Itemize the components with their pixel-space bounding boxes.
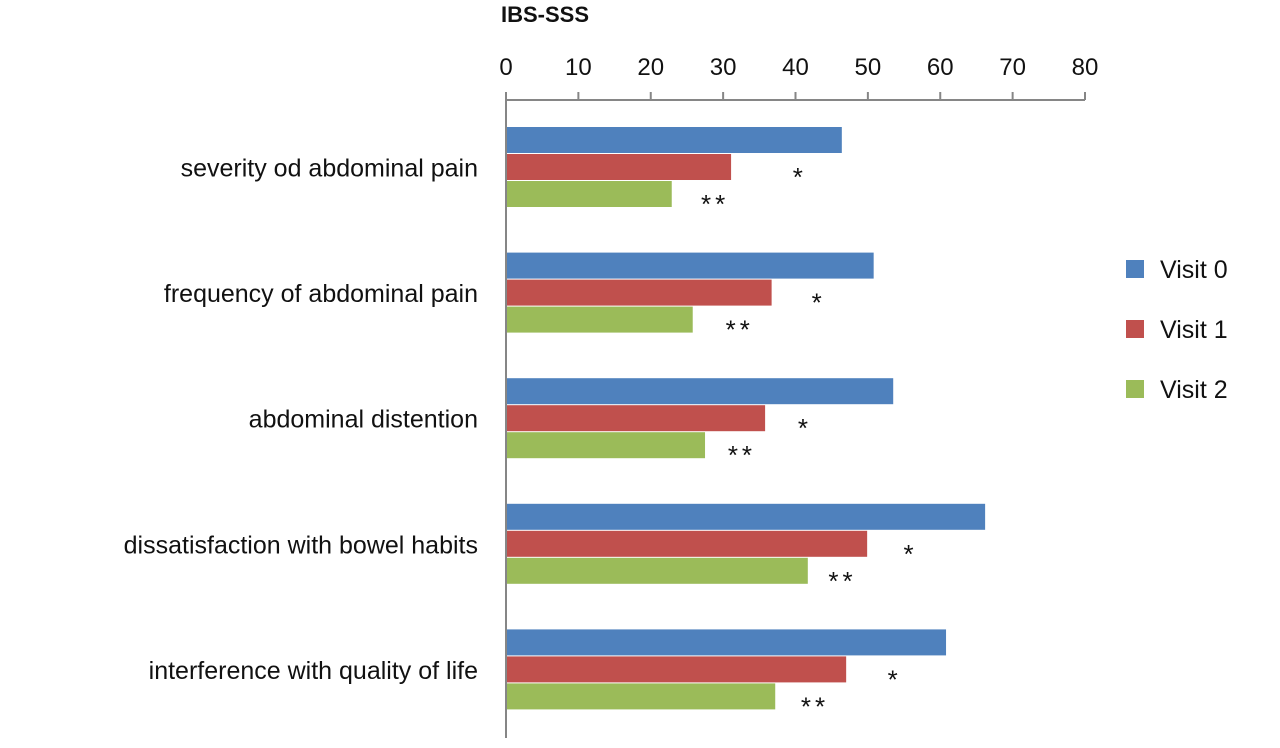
legend-swatch xyxy=(1126,320,1144,338)
legend-label: Visit 2 xyxy=(1160,376,1228,404)
x-tick-label: 30 xyxy=(710,54,737,81)
bar-visit-1 xyxy=(507,656,847,683)
significance-marker: ** xyxy=(828,566,856,596)
chart-title: IBS-SSS xyxy=(501,2,589,27)
bar-visit-0 xyxy=(507,629,947,656)
category-labels: severity od abdominal pain frequency of a… xyxy=(124,155,478,685)
significance-marker: ** xyxy=(801,691,829,721)
bar-visit-2 xyxy=(507,181,672,207)
bar-visit-1 xyxy=(507,154,732,180)
x-tick-label: 40 xyxy=(782,54,809,81)
x-tick-label: 80 xyxy=(1072,54,1099,81)
x-tick-label: 10 xyxy=(565,54,592,81)
legend-item: Visit 2 xyxy=(1126,376,1228,404)
significance-marker: * xyxy=(904,539,918,569)
significance-marker: ** xyxy=(728,440,756,470)
category-label: frequency of abdominal pain xyxy=(164,280,478,308)
x-tick-label: 20 xyxy=(637,54,664,81)
bar-visit-1 xyxy=(507,530,868,557)
category-label: dissatisfaction with bowel habits xyxy=(124,531,478,559)
legend: Visit 0 Visit 1 Visit 2 xyxy=(1126,256,1228,404)
significance-marker: * xyxy=(798,413,812,443)
legend-swatch xyxy=(1126,380,1144,398)
bars xyxy=(507,127,986,710)
bar-visit-0 xyxy=(507,378,894,405)
legend-item: Visit 1 xyxy=(1126,316,1228,344)
significance-annotations: *************** xyxy=(701,162,918,721)
x-tick-label: 70 xyxy=(999,54,1026,81)
bar-visit-2 xyxy=(507,557,808,584)
bar-visit-2 xyxy=(507,683,776,710)
x-axis: 0 10 20 30 40 50 60 70 80 xyxy=(499,54,1098,738)
category-label: severity od abdominal pain xyxy=(181,155,478,183)
significance-marker: * xyxy=(812,288,826,318)
legend-label: Visit 0 xyxy=(1160,256,1228,284)
category-label: abdominal distention xyxy=(249,406,478,434)
legend-label: Visit 1 xyxy=(1160,316,1228,344)
significance-marker: * xyxy=(793,162,807,192)
bar-visit-2 xyxy=(507,432,706,459)
x-tick-label: 0 xyxy=(499,54,512,81)
category-label: interference with quality of life xyxy=(149,657,478,685)
legend-swatch xyxy=(1126,260,1144,278)
bar-visit-0 xyxy=(507,503,986,530)
bar-visit-2 xyxy=(507,306,693,333)
bar-visit-1 xyxy=(507,405,766,432)
x-tick-label: 60 xyxy=(927,54,954,81)
bar-visit-0 xyxy=(507,252,874,279)
bar-visit-0 xyxy=(507,127,842,153)
significance-marker: ** xyxy=(701,189,729,219)
bar-visit-1 xyxy=(507,279,772,306)
significance-marker: ** xyxy=(726,315,754,345)
legend-item: Visit 0 xyxy=(1126,256,1228,284)
significance-marker: * xyxy=(888,664,902,694)
x-tick-label: 50 xyxy=(855,54,882,81)
